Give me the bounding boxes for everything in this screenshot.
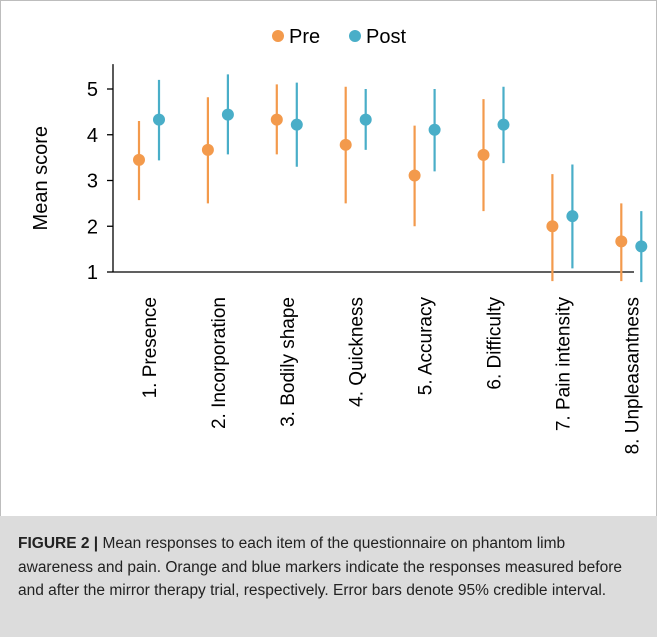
post-point [497, 118, 510, 131]
legend-label-post: Post [366, 26, 406, 48]
x-tick-label: 1. Presence [140, 297, 161, 398]
x-tick-label: 4. Quickness [347, 297, 368, 407]
post-point [566, 210, 579, 223]
x-tick-label: 3. Bodily shape [278, 297, 299, 427]
post-point [359, 113, 372, 126]
post-point [221, 108, 234, 121]
y-tick-label: 3 [87, 171, 98, 193]
x-tick-label: 6. Difficulty [485, 297, 506, 390]
caption-text: Mean responses to each item of the quest… [18, 535, 623, 599]
pre-point [339, 138, 352, 151]
post-point [153, 113, 165, 126]
post-point [428, 123, 441, 136]
post-point [290, 118, 303, 131]
y-tick-label: 2 [87, 216, 98, 238]
x-tick-label: 8. Unpleasantness [622, 297, 643, 454]
y-axis-label: Mean score [30, 126, 52, 231]
pre-point [133, 153, 145, 166]
x-tick-label: 7. Pain intensity [553, 297, 574, 432]
pre-point [408, 169, 421, 182]
y-tick-label: 4 [87, 125, 98, 147]
y-tick-label: 5 [87, 79, 98, 101]
figure-caption: FIGURE 2 | Mean responses to each item o… [18, 532, 644, 603]
x-tick-label: 2. Incorporation [209, 297, 230, 429]
pre-point [270, 113, 283, 126]
chart: 1 2 3 4 5 Mean score 1. Presence 2. Incorporati… [30, 26, 648, 454]
legend-marker-post [349, 30, 361, 42]
pre-point [615, 235, 628, 248]
legend-label-pre: Pre [289, 26, 320, 48]
pre-point [546, 220, 559, 233]
y-tick-label: 1 [87, 262, 98, 284]
pre-point [477, 148, 490, 161]
caption-label: FIGURE 2 | [18, 535, 99, 552]
legend-marker-pre [272, 30, 284, 42]
pre-point [201, 143, 214, 156]
x-tick-label: 5. Accuracy [416, 297, 437, 396]
caption-box [0, 516, 657, 637]
post-point [635, 240, 648, 253]
